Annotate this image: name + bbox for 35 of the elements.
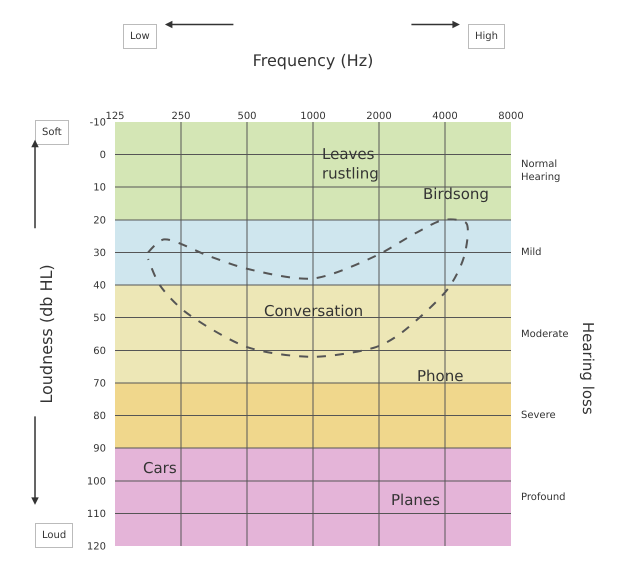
x-axis-title: Frequency (Hz) bbox=[252, 50, 374, 70]
band-label: Normal Hearing bbox=[521, 159, 560, 183]
y-tick-label: 80 bbox=[93, 411, 106, 422]
x-tick-label: 2000 bbox=[366, 111, 392, 122]
y-tick-label: 120 bbox=[86, 542, 106, 552]
annotation: Planes bbox=[391, 491, 440, 509]
text: Loud bbox=[42, 530, 66, 541]
y-tick-label: 10 bbox=[93, 182, 106, 194]
y-tick-label: -10 bbox=[90, 118, 106, 128]
x-tick-label: 500 bbox=[237, 111, 257, 122]
text: Hearing loss bbox=[578, 322, 597, 415]
y-tick-label: 20 bbox=[93, 215, 106, 226]
annotation: Cars bbox=[143, 459, 177, 477]
y-tick-label: 110 bbox=[86, 508, 106, 520]
y-tick-label: 40 bbox=[93, 280, 106, 292]
y-tick-label: 60 bbox=[93, 346, 106, 357]
text: High bbox=[475, 31, 498, 42]
y-tick-label: 50 bbox=[93, 313, 106, 324]
band-label: Moderate bbox=[521, 329, 569, 340]
band-label: Mild bbox=[521, 247, 542, 258]
y-tick-label: 0 bbox=[100, 150, 106, 162]
x-tick-label: 125 bbox=[105, 111, 125, 122]
band-label: Severe bbox=[521, 410, 556, 421]
x-tick-label: 250 bbox=[171, 111, 191, 122]
y-tick-label: 90 bbox=[93, 444, 106, 455]
y-tick-label: 30 bbox=[93, 248, 106, 259]
band-label: Profound bbox=[521, 492, 566, 503]
y-axis-title: Loudness (db HL) bbox=[36, 264, 56, 404]
y-tick-label: 100 bbox=[86, 476, 106, 488]
x-tick-label: 8000 bbox=[498, 111, 524, 122]
y-tick-label: 70 bbox=[93, 378, 106, 390]
x-tick-label: 1000 bbox=[300, 111, 326, 122]
text: Low bbox=[130, 31, 150, 42]
text: Soft bbox=[42, 127, 62, 138]
x-tick-label: 4000 bbox=[432, 111, 458, 122]
